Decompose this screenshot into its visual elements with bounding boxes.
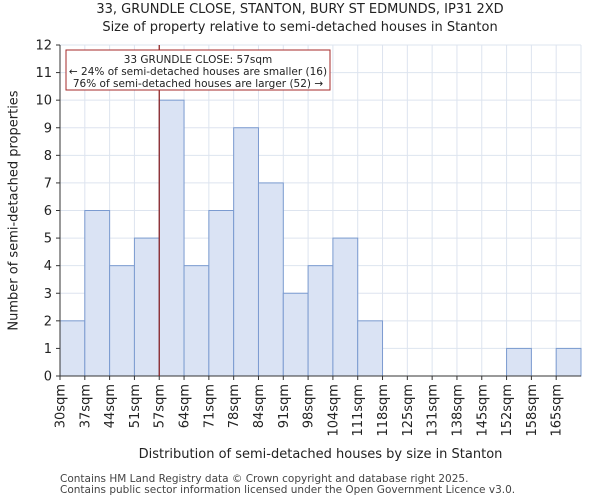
x-tick-label: 57sqm	[153, 384, 168, 428]
footer-licence: Contains public sector information licen…	[60, 484, 516, 496]
y-tick-label: 0	[44, 370, 52, 385]
x-tick-label: 104sqm	[326, 384, 341, 437]
y-tick-label: 11	[35, 66, 52, 81]
histogram-bar	[59, 320, 86, 377]
x-tick-label: 37sqm	[78, 384, 93, 428]
y-tick-label: 12	[35, 39, 52, 54]
x-tick-label: 30sqm	[54, 384, 69, 428]
histogram-bar	[84, 210, 111, 377]
y-tick-label: 2	[44, 314, 52, 329]
x-tick-label: 131sqm	[426, 384, 441, 437]
y-tick-label: 5	[44, 232, 52, 247]
x-tick-label: 118sqm	[376, 384, 391, 437]
y-tick-label: 3	[44, 287, 52, 302]
footer-copyright: Contains HM Land Registry data © Crown c…	[60, 473, 469, 485]
annotation-line-1: 33 GRUNDLE CLOSE: 57sqm	[124, 54, 273, 66]
x-tick-label: 158sqm	[525, 384, 540, 437]
chart-subtitle: Size of property relative to semi-detach…	[102, 20, 498, 35]
x-tick-label: 98sqm	[302, 384, 317, 428]
histogram-bar	[257, 182, 284, 377]
x-tick-label: 125sqm	[401, 384, 416, 437]
x-tick-label: 71sqm	[202, 384, 217, 428]
annotation-box	[65, 49, 331, 91]
y-tick-label: 9	[44, 121, 52, 136]
x-tick-label: 64sqm	[178, 384, 193, 428]
x-tick-label: 91sqm	[277, 384, 292, 428]
histogram-bar	[282, 292, 309, 377]
y-tick-label: 7	[44, 176, 52, 191]
histogram-bar	[357, 320, 384, 377]
x-tick-label: 44sqm	[103, 384, 118, 428]
histogram-bar	[233, 127, 259, 377]
histogram-bar	[208, 210, 235, 377]
y-tick-label: 4	[44, 259, 52, 274]
x-tick-label: 152sqm	[500, 384, 515, 437]
y-tick-label: 1	[44, 342, 52, 357]
y-axis-label: Number of semi-detached properties	[7, 90, 22, 330]
annotation-line-2: ← 24% of semi-detached houses are smalle…	[69, 66, 327, 78]
x-tick-label: 145sqm	[475, 384, 490, 437]
x-tick-label: 165sqm	[550, 384, 565, 437]
histogram-bar	[133, 237, 160, 377]
chart-title: 33, GRUNDLE CLOSE, STANTON, BURY ST EDMU…	[96, 2, 504, 17]
x-tick-label: 51sqm	[128, 384, 143, 428]
histogram-bar	[332, 237, 359, 377]
histogram-bar	[183, 265, 210, 377]
histogram-bar	[555, 347, 582, 377]
annotation-line-3: 76% of semi-detached houses are larger (…	[73, 78, 324, 90]
histogram-bar	[506, 347, 532, 377]
histogram-bar	[158, 99, 185, 377]
histogram-bar	[109, 265, 135, 377]
x-tick-label: 78sqm	[227, 384, 242, 428]
histogram-bar	[307, 265, 334, 377]
bar-layer	[59, 99, 582, 377]
y-tick-label: 6	[44, 204, 52, 219]
marker-annotation: 33 GRUNDLE CLOSE: 57sqm ← 24% of semi-de…	[65, 49, 331, 91]
x-tick-label: 84sqm	[252, 384, 267, 428]
x-tick-label: 111sqm	[351, 384, 366, 437]
x-tick-label: 138sqm	[450, 384, 465, 437]
x-axis-label: Distribution of semi-detached houses by …	[139, 447, 503, 462]
y-tick-label: 10	[35, 94, 52, 109]
y-tick-label: 8	[44, 149, 52, 164]
